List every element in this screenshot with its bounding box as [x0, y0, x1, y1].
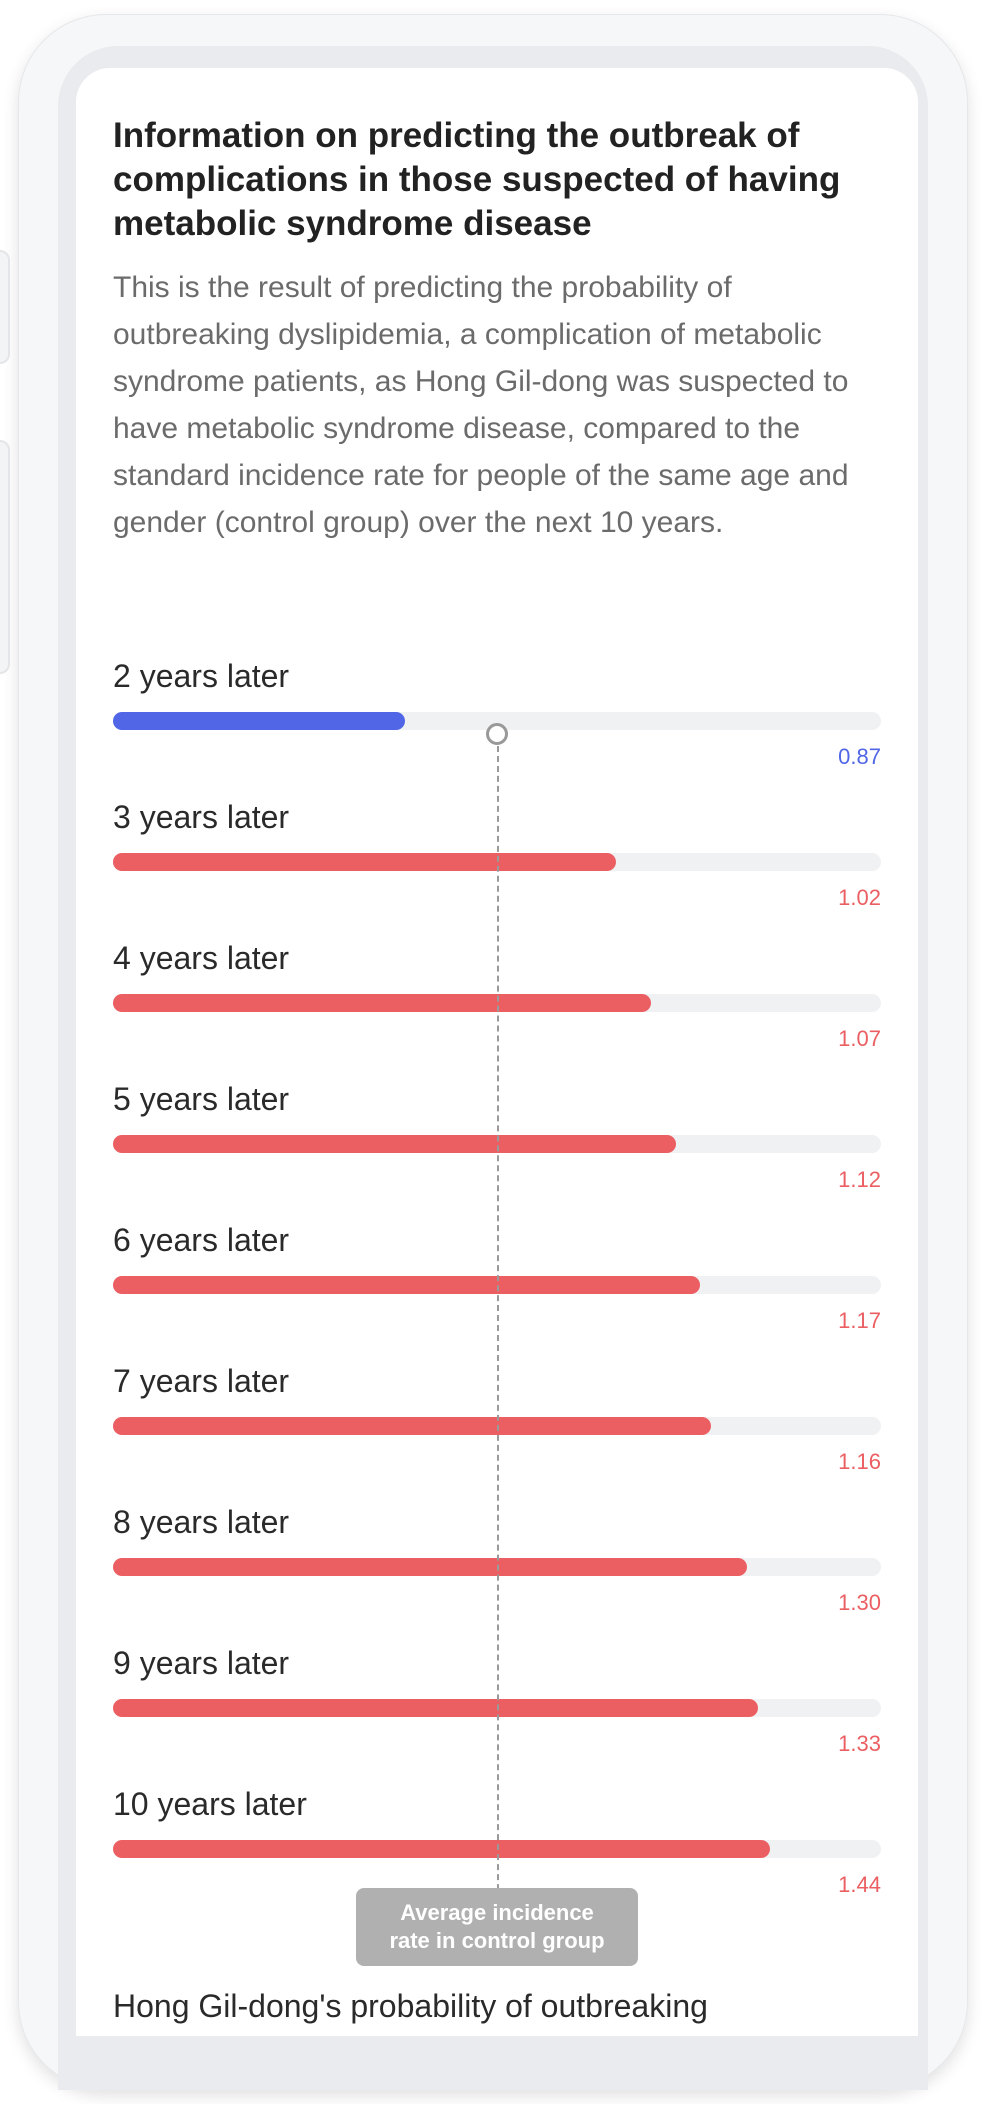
bar-fill	[113, 1135, 676, 1153]
row-value: 1.12	[838, 1167, 881, 1192]
bar-fill	[113, 1840, 770, 1858]
screen: Information on predicting the outbreak o…	[76, 68, 918, 2036]
bar-fill	[113, 853, 617, 871]
row-value: 1.33	[838, 1731, 881, 1756]
row-label: 2 years later	[113, 658, 290, 694]
row-label: 8 years later	[113, 1504, 290, 1540]
prediction-row: 4 years later 1.07	[113, 938, 881, 1079]
bar-fill	[113, 1699, 759, 1717]
reference-label: Average incidence rate in control group	[356, 1888, 638, 1966]
bar-track	[113, 994, 881, 1012]
row-label: 3 years later	[113, 799, 290, 835]
bar-fill	[113, 712, 405, 730]
side-button	[0, 250, 10, 364]
reference-label-text: Average incidence rate in control group	[389, 1900, 605, 1953]
row-label: 5 years later	[113, 1081, 290, 1117]
bar-fill	[113, 1558, 748, 1576]
page-description: This is the result of predicting the pro…	[113, 271, 849, 539]
row-label: 4 years later	[113, 940, 290, 976]
row-value: 1.02	[838, 885, 881, 910]
page-title: Information on predicting the outbreak o…	[113, 116, 841, 243]
bar-fill	[113, 1417, 711, 1435]
row-label: 6 years later	[113, 1222, 290, 1258]
reference-line	[497, 736, 499, 1940]
row-value: 1.17	[838, 1308, 881, 1333]
bar-track	[113, 1417, 881, 1435]
row-label: 10 years later	[113, 1786, 307, 1822]
bar-fill	[113, 994, 651, 1012]
reference-marker	[486, 723, 508, 745]
row-value: 1.16	[838, 1449, 881, 1474]
bar-fill	[113, 1276, 700, 1294]
footer-text: Hong Gil-dong's probability of outbreaki…	[113, 1988, 708, 2024]
row-label: 7 years later	[113, 1363, 290, 1399]
bar-track	[113, 712, 881, 730]
prediction-row: 3 years later 1.02	[113, 797, 881, 938]
prediction-row: 7 years later 1.16	[113, 1361, 881, 1502]
row-value: 0.87	[838, 744, 881, 769]
row-value: 1.30	[838, 1590, 881, 1615]
side-button	[0, 440, 10, 674]
row-value: 1.44	[838, 1872, 881, 1897]
row-value: 1.07	[838, 1026, 881, 1051]
bar-track	[113, 853, 881, 871]
prediction-row: 2 years later 0.87	[113, 656, 881, 797]
row-label: 9 years later	[113, 1645, 290, 1681]
